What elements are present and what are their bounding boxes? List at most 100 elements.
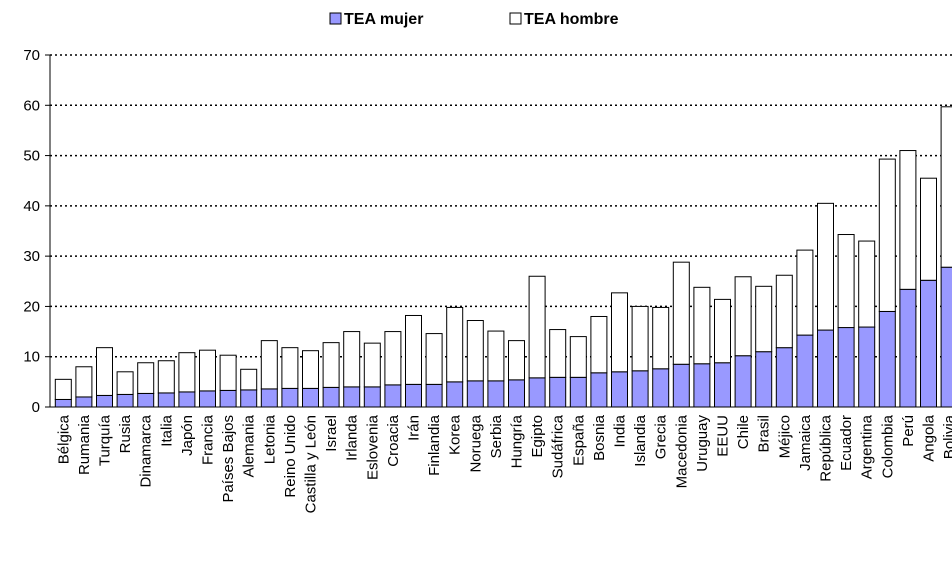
bar-segment [466,380,484,408]
bar-segment [549,376,567,408]
bar-segment [343,331,361,388]
bar-segment [281,387,299,408]
x-tick-label: Korea [447,414,464,455]
x-tick-label: España [570,414,587,466]
bar-segment [363,386,381,408]
bar-segment [528,377,546,408]
x-tick-label: Letonia [261,414,278,464]
bar-segment [734,276,752,357]
bar-segment [363,342,381,388]
bar-segment [116,393,134,408]
x-tick-label: Alemania [241,414,258,477]
bar-segment [714,362,731,408]
x-tick-label: Perú [900,415,917,447]
bar-segment [240,368,258,391]
bar-segment [631,370,649,408]
bar-segment [775,347,793,408]
bar-segment [652,368,670,408]
bar-segment [920,177,937,281]
bar-segment [446,306,464,383]
bar-segment [54,378,72,400]
bar-segment [116,371,134,395]
x-tick-label: India [612,414,629,447]
x-tick-label: Italia [158,414,175,446]
x-tick-label: Reino Unido [282,415,299,498]
x-tick-label: Hungría [509,414,526,468]
legend-label: TEA mujer [344,11,423,28]
x-tick-label: Rumania [76,414,93,475]
bar-segment [322,342,340,388]
x-tick-label: Islandia [632,414,649,466]
bar-segment [405,314,422,385]
y-tick-label: 20 [23,298,40,315]
bar-segment [508,379,525,408]
x-tick-label: Noruega [467,414,484,472]
y-tick-label: 40 [23,198,40,215]
bar-segment [755,285,773,353]
x-tick-label: Brasil [756,415,773,453]
bar-segment [590,372,608,408]
bar-segment [322,386,340,408]
bar-segment [940,266,952,408]
x-tick-label: Croacia [385,414,402,466]
x-tick-label: Bélgica [55,414,72,464]
bar-segment [446,381,464,408]
x-tick-label: Argentina [859,414,876,479]
y-tick-label: 50 [23,148,40,165]
y-tick-label: 60 [23,97,40,114]
bar-segment [528,275,546,379]
bar-segment [384,384,402,408]
bar-segment [672,261,690,365]
x-tick-label: Serbia [488,414,505,458]
bar-segment [755,351,773,408]
x-tick-label: Rusia [117,414,134,453]
bar-segment [569,336,587,378]
x-tick-label: Colombia [879,414,896,478]
bar-segment [137,392,155,408]
x-tick-label: Turquía [97,414,114,466]
x-tick-label: Macedonia [673,414,690,488]
bar-segment [734,355,752,408]
x-tick-label: EEUU [715,415,732,457]
bar-segment [137,362,155,394]
x-tick-label: Irlanda [344,414,361,461]
bar-segment [775,274,793,349]
legend-label: TEA hombre [524,11,619,28]
x-tick-label: Francia [200,414,217,465]
x-tick-label: Grecia [653,414,670,459]
x-tick-label: Irán [406,415,423,441]
bar-segment [920,279,937,408]
bar-segment [858,326,876,408]
bar-segment [714,298,731,364]
bar-segment [837,234,855,329]
bar-segment [631,305,649,372]
x-tick-label: Países Bajos [220,415,237,503]
bar-segment [796,249,814,336]
bar-segment [384,331,402,386]
bar-segment [693,286,711,365]
bar-segment [157,392,175,408]
bar-segment [302,350,319,389]
bar-segment [219,354,237,391]
bar-segment [425,333,443,385]
bar-segment [75,366,93,398]
x-tick-label: Jamaica [797,414,814,471]
x-tick-label: Ecuador [838,415,855,471]
bar-segment [96,347,113,396]
bar-segment [343,386,361,408]
bar-segment [796,334,814,408]
bar-segment [693,363,711,408]
legend-swatch [329,12,342,25]
x-tick-label: Chile [735,415,752,449]
bar-segment [487,380,505,408]
bar-segment [302,387,319,408]
bar-segment [569,376,587,408]
bar-segment [240,389,258,408]
x-tick-label: Méjico [776,415,793,458]
bar-segment [858,240,876,328]
bar-segment [281,347,299,389]
bar-segment [817,329,834,408]
bar-segment [425,383,443,408]
x-tick-label: Bosnia [591,414,608,461]
